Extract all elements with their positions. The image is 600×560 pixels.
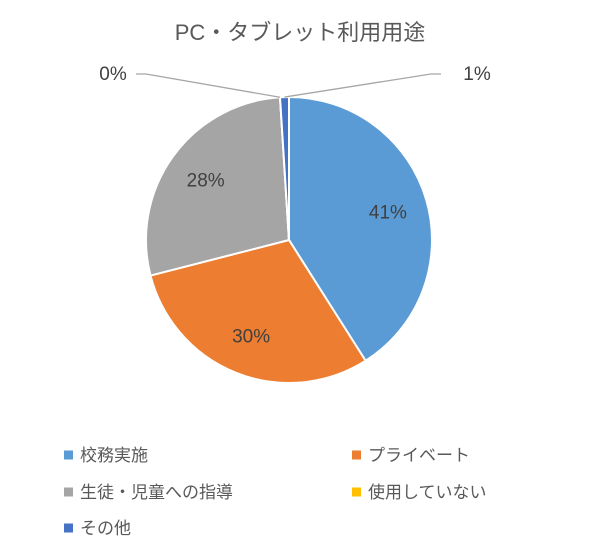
leader-line-other [284,73,441,98]
leader-line-not-used [136,73,281,98]
legend-label-not-used: 使用していない [368,482,487,502]
data-labels: 41% 30% 28% 0% 1% [99,64,491,348]
legend-label-other: その他 [80,519,131,538]
data-label-other: 1% [463,64,491,85]
legend-label-student-instruction: 生徒・児童への指導 [80,483,233,502]
legend-item-other: その他 [64,519,131,538]
legend-label-private: プライベート [368,446,470,465]
legend-swatch-school-affairs [64,450,73,460]
legend-item-student-instruction: 生徒・児童への指導 [64,483,233,502]
legend-swatch-private [352,450,361,460]
data-label-school-affairs: 41% [369,202,407,223]
legend-label-school-affairs: 校務実施 [80,446,148,465]
data-label-private: 30% [232,327,270,348]
data-label-not-used: 0% [99,64,127,85]
legend-item-not-used: 使用していない [352,482,487,502]
legend-swatch-not-used [352,487,361,497]
slice-student-instruction [145,96,290,277]
legend-swatch-student-instruction [64,487,73,497]
chart-title: PC・タブレット利用用途 [175,20,426,45]
pie-slices [145,95,433,384]
data-label-student-instruction: 28% [187,171,225,192]
leader-lines [136,73,441,98]
legend-item-school-affairs: 校務実施 [64,446,148,465]
slice-private [149,239,367,384]
legend-swatch-other [64,523,73,533]
legend-item-private: プライベート [352,446,470,465]
